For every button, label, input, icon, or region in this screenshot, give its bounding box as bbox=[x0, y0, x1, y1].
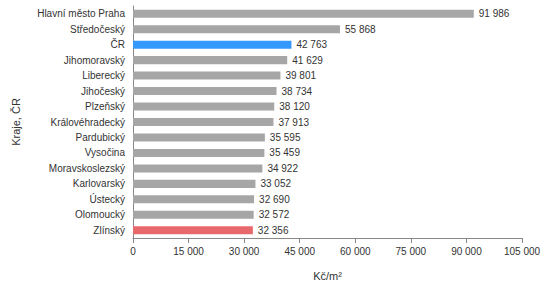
svg-text:41 629: 41 629 bbox=[292, 55, 323, 66]
svg-text:37 913: 37 913 bbox=[278, 117, 309, 128]
svg-text:Plzeňský: Plzeňský bbox=[85, 101, 125, 112]
svg-text:105 000: 105 000 bbox=[504, 246, 541, 257]
svg-text:Hlavní město Praha: Hlavní město Praha bbox=[37, 8, 125, 19]
svg-text:Pardubický: Pardubický bbox=[76, 132, 125, 143]
svg-text:35 595: 35 595 bbox=[270, 132, 301, 143]
svg-text:39 801: 39 801 bbox=[285, 70, 316, 81]
svg-text:34 922: 34 922 bbox=[267, 163, 298, 174]
svg-text:55 868: 55 868 bbox=[345, 24, 376, 35]
svg-text:Vysočina: Vysočina bbox=[85, 147, 126, 158]
svg-text:75 000: 75 000 bbox=[396, 246, 427, 257]
svg-text:Královéhradecký: Královéhradecký bbox=[51, 117, 125, 128]
svg-text:ČR: ČR bbox=[111, 38, 125, 50]
svg-text:32 690: 32 690 bbox=[259, 194, 290, 205]
svg-text:Jihomoravský: Jihomoravský bbox=[64, 55, 125, 66]
svg-text:45 000: 45 000 bbox=[284, 246, 315, 257]
svg-text:15 000: 15 000 bbox=[173, 246, 204, 257]
svg-text:33 052: 33 052 bbox=[260, 178, 291, 189]
svg-text:60 000: 60 000 bbox=[340, 246, 371, 257]
svg-text:Moravskoslezský: Moravskoslezský bbox=[49, 163, 125, 174]
svg-text:35 459: 35 459 bbox=[269, 147, 300, 158]
svg-text:32 356: 32 356 bbox=[258, 225, 289, 236]
svg-text:30 000: 30 000 bbox=[229, 246, 260, 257]
svg-text:91 986: 91 986 bbox=[479, 8, 510, 19]
svg-text:Liberecký: Liberecký bbox=[82, 70, 125, 81]
svg-text:38 734: 38 734 bbox=[282, 86, 313, 97]
svg-text:Ústecký: Ústecký bbox=[89, 193, 125, 205]
svg-text:90 000: 90 000 bbox=[451, 246, 482, 257]
svg-text:42 763: 42 763 bbox=[296, 39, 327, 50]
svg-text:Jihočeský: Jihočeský bbox=[81, 86, 125, 97]
svg-text:Zlínský: Zlínský bbox=[93, 225, 125, 236]
svg-text:0: 0 bbox=[130, 246, 136, 257]
svg-text:Kč/m²: Kč/m² bbox=[313, 270, 342, 282]
svg-text:Olomoucký: Olomoucký bbox=[75, 209, 125, 220]
svg-text:Kraje, ČR: Kraje, ČR bbox=[10, 98, 22, 146]
svg-text:38 120: 38 120 bbox=[279, 101, 310, 112]
svg-text:Karlovarský: Karlovarský bbox=[73, 178, 125, 189]
svg-text:32 572: 32 572 bbox=[259, 209, 290, 220]
svg-text:Středočeský: Středočeský bbox=[70, 24, 125, 35]
